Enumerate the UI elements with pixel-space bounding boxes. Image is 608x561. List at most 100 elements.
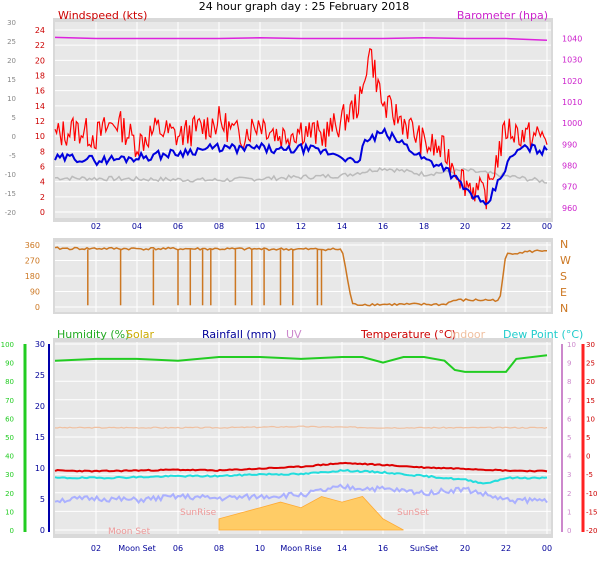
temp-x-tick-label: Moon Rise	[280, 544, 321, 553]
uv-tick-label: 9	[567, 360, 571, 368]
barometer-tick-label: 1010	[562, 98, 582, 107]
windspeed-tick-label: 24	[35, 26, 45, 35]
direction-tick-label: 0	[35, 303, 40, 312]
direction-tick-label: 90	[30, 288, 40, 297]
temperature-tick-label: 25	[586, 360, 595, 368]
indoor-label: Indoor	[450, 328, 486, 341]
compass-label: N	[560, 238, 568, 251]
temp-x-ticks: 02 Moon Set 06 08 10 Moon Rise 14 16 SunSet 20 22 0…	[91, 544, 552, 553]
barometer-tick-label: 970	[562, 183, 577, 192]
windspeed-alt-tick-label: -5	[9, 152, 16, 160]
temp-series	[54, 354, 548, 531]
barometer-tick-label: 1040	[562, 34, 582, 43]
moon-set-annotation: Moon Set	[108, 527, 151, 537]
temperature-tick-label: -10	[586, 490, 597, 498]
windspeed-tick-label: 0	[40, 208, 45, 217]
uv-label: UV	[286, 328, 302, 341]
humidity-tick-label: 0	[10, 527, 14, 535]
temperature-tick-label: 10	[586, 415, 595, 423]
wind-x-tick-label: 12	[296, 222, 306, 231]
chart-title: 24 hour graph day : 25 February 2018	[199, 0, 410, 13]
barometer-tick-label: 990	[562, 140, 577, 149]
dewpoint-line	[54, 468, 548, 485]
windspeed-tick-label: 10	[35, 132, 45, 141]
temp-plot-area	[55, 342, 551, 534]
compass-label: E	[560, 286, 567, 299]
temperature-tick-label: -5	[586, 471, 593, 479]
uv-tick-label: 3	[567, 471, 571, 479]
barometer-line	[54, 36, 548, 41]
wind-x-tick-label: 06	[173, 222, 183, 231]
temp-x-tick-label: 06	[173, 544, 183, 553]
temperature-tick-label: 30	[586, 341, 595, 349]
rainfall-tick-label: 25	[35, 371, 45, 380]
humidity-tick-label: 100	[1, 341, 14, 349]
solar-label: Solar	[126, 328, 155, 341]
humidity-tick-label: 10	[5, 508, 14, 516]
windspeed-alt-tick-label: 0	[12, 133, 16, 141]
windspeed-tick-label: 16	[35, 87, 45, 96]
uv-tick-label: 5	[567, 434, 571, 442]
windspeed-alt-tick-label: 10	[7, 95, 16, 103]
windspeed-tick-label: 4	[40, 178, 45, 187]
windspeed-tick-label: 14	[35, 102, 45, 111]
temperature-tick-label: 5	[586, 434, 590, 442]
rainfall-tick-label: 10	[35, 464, 45, 473]
windspeed-alt-ticks: -20 -15 -10 -5 0 5 10 15 20 25 30	[5, 19, 16, 217]
temp-axes: 0102030405060708090100051015202530012345…	[1, 340, 598, 535]
uv-tick-label: 0	[567, 527, 571, 535]
sunrise-annotation: SunRise	[180, 508, 217, 518]
temperature-tick-label: -20	[586, 527, 597, 535]
barometer-tick-label: 1020	[562, 77, 582, 86]
humidity-tick-label: 40	[5, 453, 14, 461]
uv-tick-label: 8	[567, 378, 571, 386]
humidity-tick-label: 20	[5, 490, 14, 498]
barometer-axis-label: Barometer (hpa)	[457, 9, 548, 22]
windspeed-tick-label: 22	[35, 41, 45, 50]
windspeed-line	[54, 47, 548, 210]
direction-tick-label: 180	[25, 272, 40, 281]
uv-tick-label: 6	[567, 415, 572, 423]
humidity-tick-label: 50	[5, 434, 14, 442]
temperature-tick-label: 15	[586, 397, 595, 405]
windspeed-alt-tick-label: 20	[7, 57, 16, 65]
barometer-tick-label: 980	[562, 161, 577, 170]
windspeed-tick-label: 20	[35, 56, 45, 65]
gust-background-line	[54, 167, 548, 184]
wind-x-tick-label: 02	[91, 222, 101, 231]
temperature-tick-label: 0	[586, 453, 590, 461]
temp-x-tick-label: 22	[501, 544, 511, 553]
wind-x-tick-label: 08	[214, 222, 224, 231]
indoor-line	[54, 425, 548, 429]
temp-x-tick-label: 16	[378, 544, 388, 553]
humidity-line	[54, 354, 548, 373]
wind-average-line	[54, 126, 548, 206]
windspeed-tick-label: 12	[35, 117, 45, 126]
direction-plot-area	[55, 242, 551, 312]
temperature-line	[54, 461, 548, 473]
windspeed-tick-label: 2	[40, 193, 45, 202]
rainfall-tick-label: 20	[35, 402, 45, 411]
wind-x-tick-label: 04	[132, 222, 142, 231]
uv-tick-label: 7	[567, 397, 571, 405]
wind-x-tick-label: 20	[460, 222, 470, 231]
windspeed-alt-tick-label: 30	[7, 19, 16, 27]
wind-x-tick-label: 18	[419, 222, 429, 231]
compass-label: N	[560, 302, 568, 315]
rainfall-label: Rainfall (mm)	[202, 328, 276, 341]
humidity-tick-label: 30	[5, 471, 14, 479]
uv-tick-label: 4	[567, 453, 572, 461]
windspeed-alt-tick-label: 15	[7, 76, 16, 84]
barometer-tick-label: 1000	[562, 119, 582, 128]
uv-tick-label: 2	[567, 490, 571, 498]
uv-tick-label: 10	[567, 341, 576, 349]
direction-tick-label: 360	[25, 241, 40, 250]
temp-legend: Humidity (%) Solar Rainfall (mm) UV Temp…	[57, 328, 583, 341]
windspeed-axis-label: Windspeed (kts)	[58, 9, 147, 22]
compass-label: W	[560, 254, 571, 267]
windspeed-tick-label: 8	[40, 147, 45, 156]
temp-x-tick-label: Moon Set	[118, 544, 155, 553]
temperature-tick-label: -15	[586, 508, 597, 516]
